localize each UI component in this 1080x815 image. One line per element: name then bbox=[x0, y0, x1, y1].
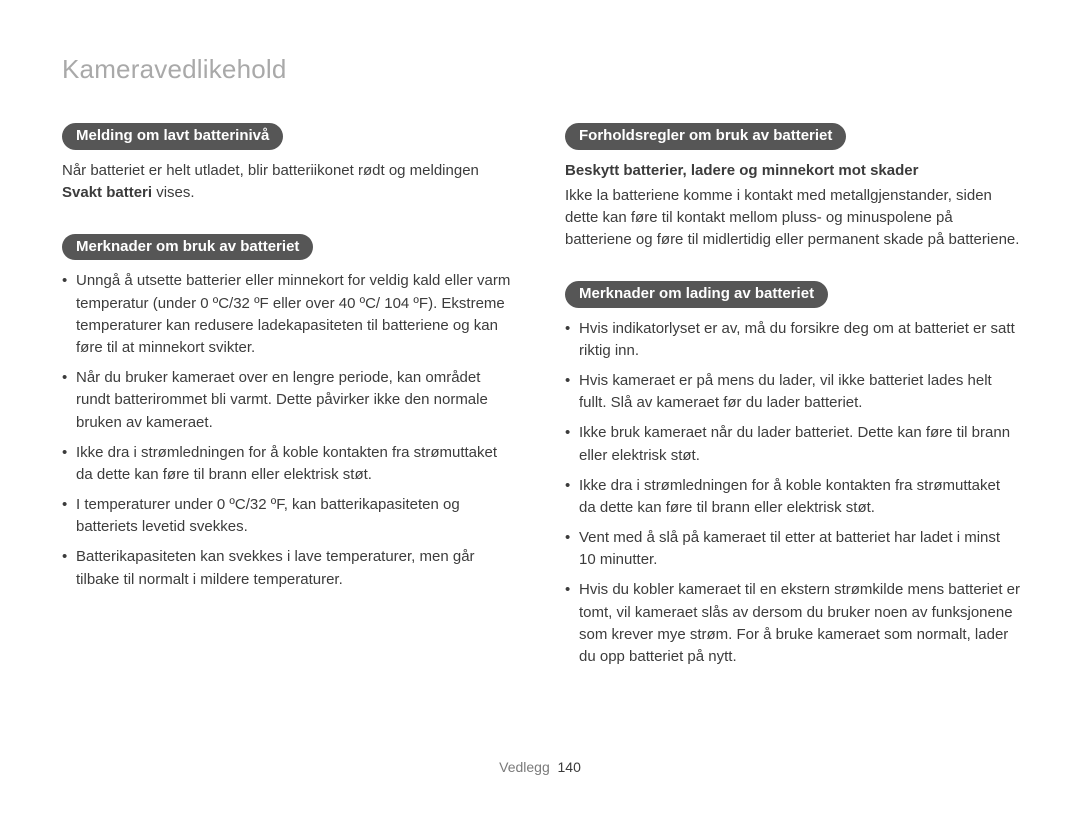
list-item: Ikke dra i strømledningen for å koble ko… bbox=[62, 442, 517, 486]
left-column: Melding om lavt batterinivå Når batterie… bbox=[62, 123, 517, 692]
manual-page: Kameravedlikehold Melding om lavt batter… bbox=[0, 0, 1080, 815]
list-item: Hvis kameraet er på mens du lader, vil i… bbox=[565, 370, 1020, 414]
list-item: Batterikapasiteten kan svekkes i lave te… bbox=[62, 546, 517, 590]
list-item: Ikke dra i strømledningen for å koble ko… bbox=[565, 475, 1020, 519]
pill-charging-notes: Merknader om lading av batteriet bbox=[565, 281, 828, 308]
footer-section-label: Vedlegg bbox=[499, 759, 550, 775]
pill-battery-usage-notes: Merknader om bruk av batteriet bbox=[62, 234, 313, 261]
battery-usage-list: Unngå å utsette batterier eller minnekor… bbox=[62, 270, 517, 590]
precautions-paragraph: Ikke la batteriene komme i kontakt med m… bbox=[565, 185, 1020, 252]
list-item: Hvis du kobler kameraet til en ekstern s… bbox=[565, 579, 1020, 668]
pill-low-battery-message: Melding om lavt batterinivå bbox=[62, 123, 283, 150]
pill-battery-precautions: Forholdsregler om bruk av batteriet bbox=[565, 123, 846, 150]
list-item: Når du bruker kameraet over en lengre pe… bbox=[62, 367, 517, 434]
right-column: Forholdsregler om bruk av batteriet Besk… bbox=[565, 123, 1020, 692]
charging-list: Hvis indikatorlyset er av, må du forsikr… bbox=[565, 318, 1020, 669]
list-item: Unngå å utsette batterier eller minnekor… bbox=[62, 270, 517, 359]
footer-page-number: 140 bbox=[558, 759, 581, 775]
low-battery-bold: Svakt batteri bbox=[62, 184, 152, 201]
list-item: Hvis indikatorlyset er av, må du forsikr… bbox=[565, 318, 1020, 362]
precautions-subhead: Beskytt batterier, ladere og minnekort m… bbox=[565, 160, 1020, 181]
low-battery-paragraph: Når batteriet er helt utladet, blir batt… bbox=[62, 160, 517, 204]
page-title: Kameravedlikehold bbox=[62, 54, 1020, 85]
page-footer: Vedlegg 140 bbox=[0, 759, 1080, 775]
list-item: Ikke bruk kameraet når du lader batterie… bbox=[565, 422, 1020, 466]
low-battery-text-pre: Når batteriet er helt utladet, blir batt… bbox=[62, 162, 479, 179]
low-battery-text-post: vises. bbox=[152, 184, 195, 201]
content-columns: Melding om lavt batterinivå Når batterie… bbox=[62, 123, 1020, 692]
list-item: I temperaturer under 0 ºC/32 ºF, kan bat… bbox=[62, 494, 517, 538]
list-item: Vent med å slå på kameraet til etter at … bbox=[565, 527, 1020, 571]
